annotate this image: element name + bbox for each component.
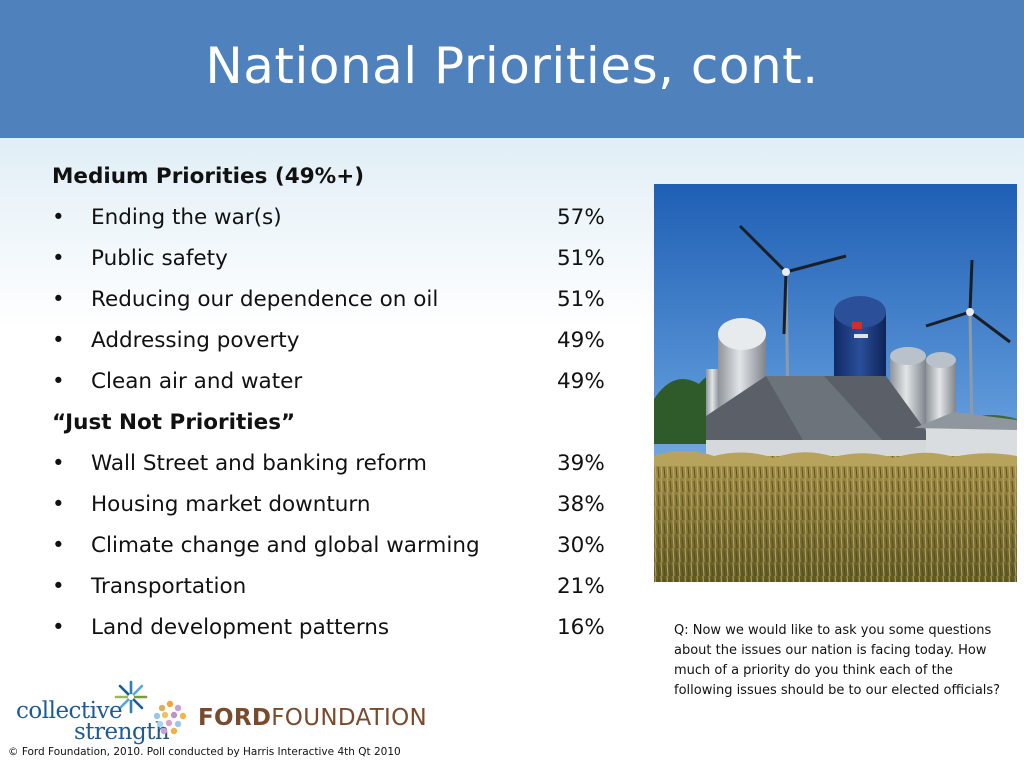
item-percent: 49% [557, 369, 605, 394]
not-priorities-heading: “Just Not Priorities” [52, 410, 296, 435]
starburst-icon [114, 680, 148, 714]
item-percent: 30% [557, 533, 605, 558]
item-label: Reducing our dependence on oil [91, 287, 439, 312]
medium-priorities-heading: Medium Priorities (49%+) [52, 164, 365, 189]
item-label: Ending the war(s) [91, 205, 282, 230]
footer-credit: © Ford Foundation, 2010. Poll conducted … [8, 746, 401, 758]
bullet: • [52, 287, 65, 312]
bullet: • [52, 574, 65, 599]
list-item: • Ending the war(s) 57% [52, 197, 622, 238]
item-label: Climate change and global warming [91, 533, 480, 558]
list-item: • Transportation 21% [52, 566, 622, 607]
slide-title: National Priorities, cont. [205, 37, 819, 95]
item-percent: 51% [557, 287, 605, 312]
item-label: Addressing poverty [91, 328, 300, 353]
item-percent: 21% [557, 574, 605, 599]
not-priorities-list: • Wall Street and banking reform 39% • Hous… [52, 443, 622, 648]
item-label: Public safety [91, 246, 228, 271]
list-item: • Housing market downturn 38% [52, 484, 622, 525]
item-percent: 51% [557, 246, 605, 271]
item-label: Clean air and water [91, 369, 303, 394]
list-item: • Addressing poverty 49% [52, 320, 622, 361]
list-item: • Public safety 51% [52, 238, 622, 279]
list-item: • Wall Street and banking reform 39% [52, 443, 622, 484]
item-percent: 49% [557, 328, 605, 353]
bullet: • [52, 615, 65, 640]
dot-cluster-icon [153, 700, 187, 735]
bullet: • [52, 451, 65, 476]
strength-text: strength [74, 719, 170, 745]
item-percent: 57% [557, 205, 605, 230]
ford-foundation-wordmark: FORDFOUNDATION [198, 705, 427, 731]
item-label: Transportation [91, 574, 247, 599]
item-percent: 39% [557, 451, 605, 476]
foundation-text: FOUNDATION [271, 705, 428, 731]
item-label: Wall Street and banking reform [91, 451, 427, 476]
list-item: • Reducing our dependence on oil 51% [52, 279, 622, 320]
item-percent: 16% [557, 615, 605, 640]
item-label: Land development patterns [91, 615, 390, 640]
bullet: • [52, 246, 65, 271]
collective-text: collective [16, 698, 123, 724]
list-item: • Clean air and water 49% [52, 361, 622, 402]
priority-list: Medium Priorities (49%+) • Ending the war… [52, 156, 622, 648]
bullet: • [52, 328, 65, 353]
bullet: • [52, 205, 65, 230]
list-item: • Climate change and global warming 30% [52, 525, 622, 566]
item-percent: 38% [557, 492, 605, 517]
bullet: • [52, 369, 65, 394]
collective-strength-logo: collective strength [16, 680, 170, 744]
list-item: • Land development patterns 16% [52, 607, 622, 648]
bullet: • [52, 533, 65, 558]
bullet: • [52, 492, 65, 517]
medium-priorities-list: • Ending the war(s) 57% • Public safety 51% … [52, 197, 622, 402]
farm-windmills-photo [654, 184, 1017, 582]
survey-question: Q: Now we would like to ask you some que… [674, 623, 1001, 698]
item-label: Housing market downturn [91, 492, 371, 517]
title-bar: National Priorities, cont. [0, 0, 1024, 138]
ford-text: FORD [198, 705, 272, 731]
